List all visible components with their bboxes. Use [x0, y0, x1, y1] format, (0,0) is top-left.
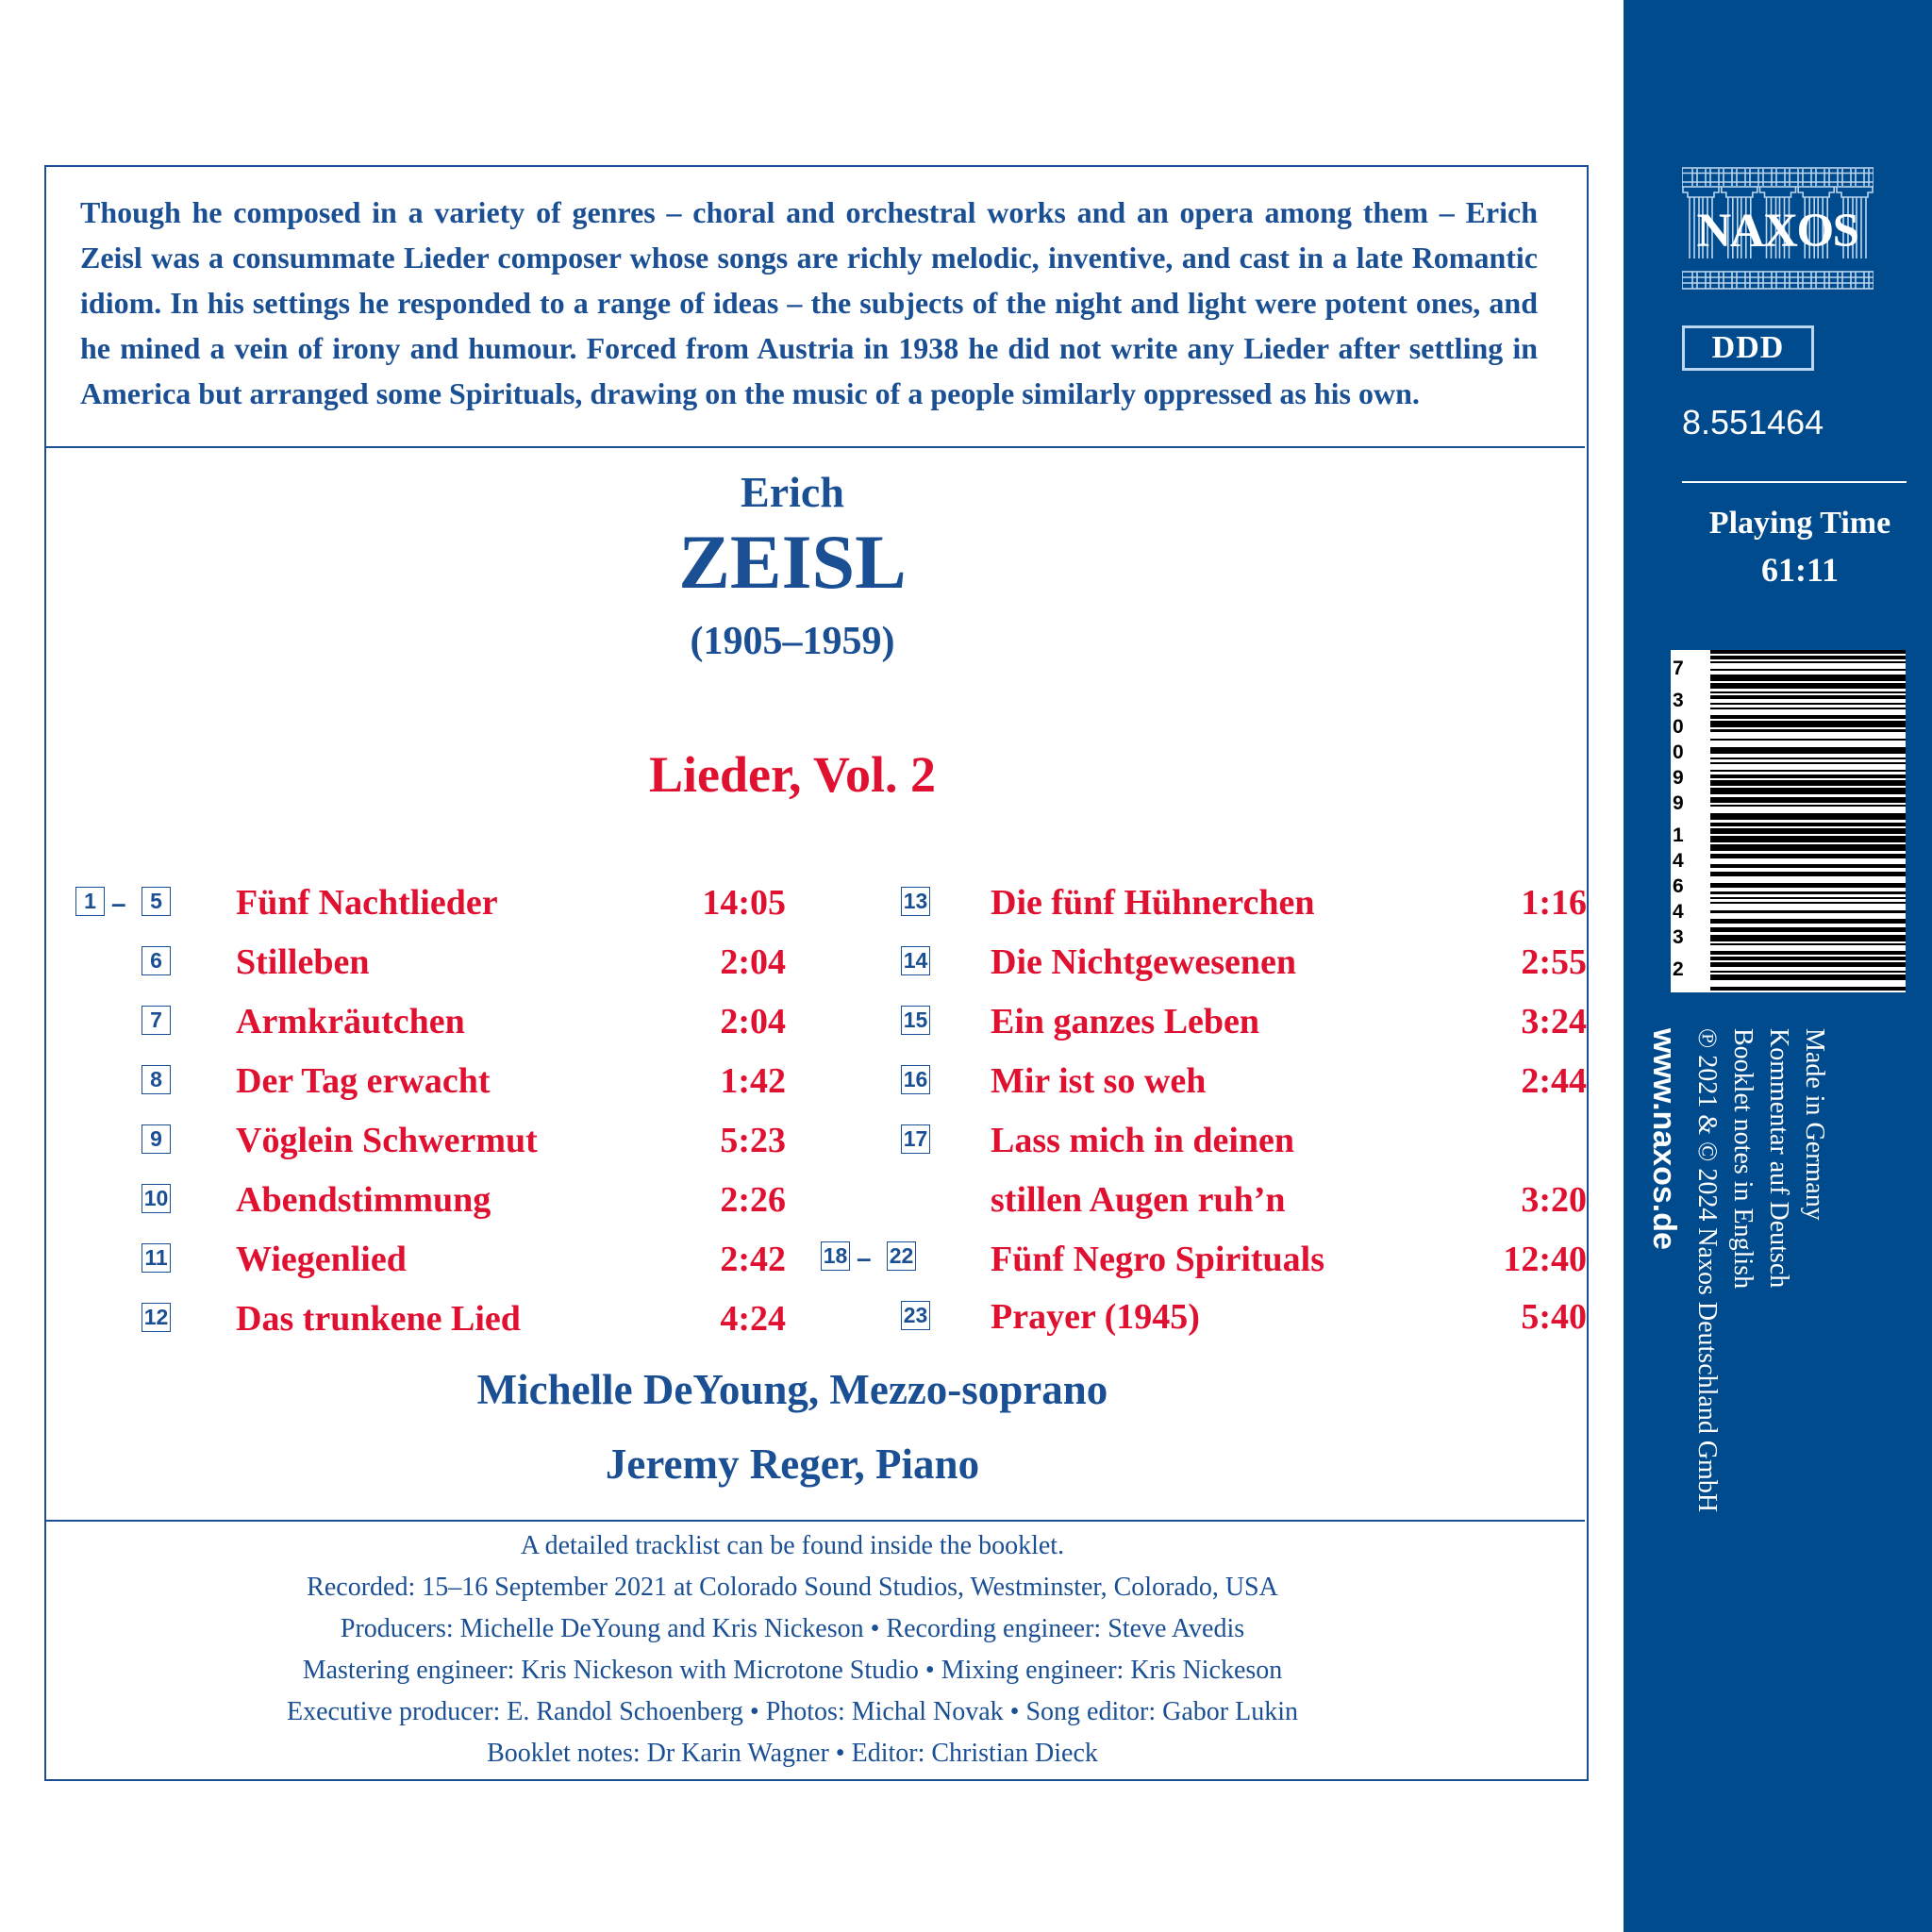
svg-text:NAXOS: NAXOS — [1696, 205, 1857, 258]
